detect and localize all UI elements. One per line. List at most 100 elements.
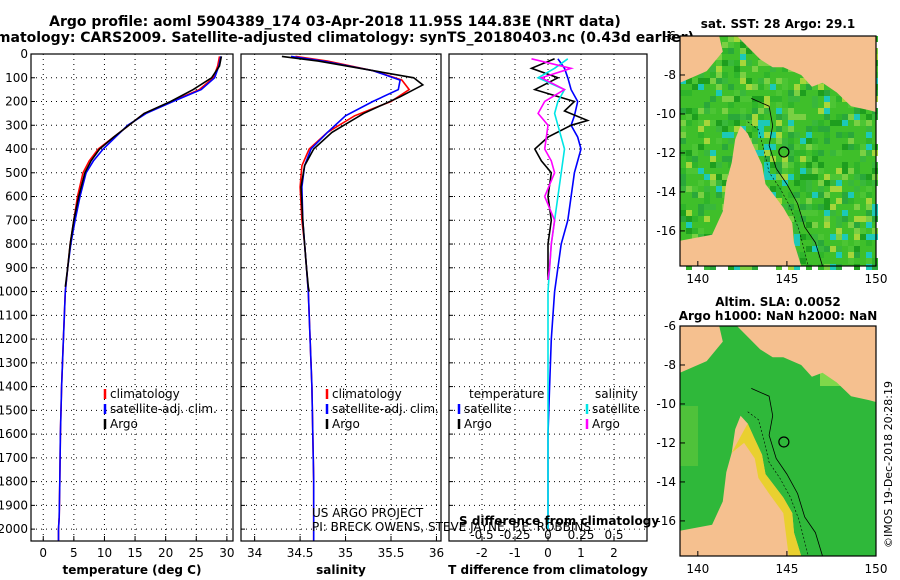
- sst-pixel: [860, 156, 866, 162]
- sst-pixel: [698, 78, 704, 84]
- sst-pixel: [770, 84, 776, 90]
- sst-pixel: [728, 36, 734, 42]
- sst-pixel: [692, 156, 698, 162]
- legend-label: Argo: [592, 417, 620, 431]
- series-satellite-adj.-clim.: [290, 55, 402, 541]
- float-location-marker: [778, 146, 790, 158]
- sst-pixel: [746, 60, 752, 66]
- sst-pixel: [698, 180, 704, 186]
- sst-pixel: [860, 150, 866, 156]
- sst-pixel: [866, 216, 872, 222]
- sst-pixel: [860, 144, 866, 150]
- sst-pixel: [686, 150, 692, 156]
- sst-pixel: [758, 132, 764, 138]
- sst-pixel: [722, 126, 728, 132]
- sst-pixel: [836, 174, 842, 180]
- sst-pixel: [710, 150, 716, 156]
- sst-pixel: [686, 186, 692, 192]
- x2-tick-label: -0.25: [499, 528, 530, 542]
- sst-pixel: [830, 204, 836, 210]
- sst-pixel: [830, 234, 836, 240]
- series-temperature-satellite: [547, 58, 582, 530]
- sst-pixel: [716, 186, 722, 192]
- sst-pixel: [800, 114, 806, 120]
- sst-pixel: [872, 180, 878, 186]
- sst-pixel: [680, 180, 686, 186]
- sst-pixel: [728, 114, 734, 120]
- sst-pixel: [806, 144, 812, 150]
- sst-pixel: [740, 60, 746, 66]
- sst-pixel: [842, 192, 848, 198]
- sst-pixel: [752, 84, 758, 90]
- sst-pixel: [746, 48, 752, 54]
- sst-pixel: [782, 174, 788, 180]
- map-title: sat. SST: 28 Argo: 29.1: [701, 17, 855, 31]
- sst-pixel: [848, 222, 854, 228]
- sst-pixel: [848, 138, 854, 144]
- sst-pixel: [836, 150, 842, 156]
- x-axis-label: temperature (deg C): [63, 563, 202, 577]
- map-y-tick-label: -14: [656, 185, 676, 199]
- legend-heading-temperature: temperature: [469, 387, 544, 401]
- sst-pixel: [836, 186, 842, 192]
- x-tick-label: 36: [429, 546, 444, 560]
- sst-pixel: [872, 264, 878, 270]
- sst-pixel: [848, 246, 854, 252]
- sst-pixel: [812, 240, 818, 246]
- sst-pixel: [698, 144, 704, 150]
- sst-pixel: [740, 108, 746, 114]
- sst-pixel: [740, 96, 746, 102]
- sst-pixel: [800, 204, 806, 210]
- sst-pixel: [824, 102, 830, 108]
- sst-pixel: [824, 90, 830, 96]
- sst-pixel: [698, 120, 704, 126]
- sst-pixel: [722, 180, 728, 186]
- sst-pixel: [836, 264, 842, 270]
- sst-pixel: [854, 144, 860, 150]
- sst-pixel: [764, 150, 770, 156]
- sst-pixel: [854, 228, 860, 234]
- sst-pixel: [818, 252, 824, 258]
- sst-pixel: [740, 78, 746, 84]
- sst-pixel: [782, 66, 788, 72]
- sst-pixel: [740, 114, 746, 120]
- sst-pixel: [854, 222, 860, 228]
- sst-pixel: [800, 168, 806, 174]
- sst-pixel: [782, 126, 788, 132]
- sst-pixel: [788, 156, 794, 162]
- sst-pixel: [686, 90, 692, 96]
- sst-pixel: [686, 108, 692, 114]
- sst-pixel: [716, 120, 722, 126]
- x-axis-label: salinity: [316, 563, 366, 577]
- sst-pixel: [680, 204, 686, 210]
- sst-pixel: [824, 192, 830, 198]
- sst-pixel: [794, 132, 800, 138]
- depth-tick-label: 500: [5, 166, 28, 180]
- sst-pixel: [812, 84, 818, 90]
- sst-pixel: [872, 114, 878, 120]
- sst-pixel: [782, 84, 788, 90]
- sst-pixel: [764, 156, 770, 162]
- x-tick-label: -1: [509, 546, 521, 560]
- sst-pixel: [734, 120, 740, 126]
- sst-pixel: [818, 186, 824, 192]
- sst-pixel: [794, 216, 800, 222]
- depth-tick-label: 0: [20, 47, 28, 61]
- sst-pixel: [752, 264, 758, 270]
- sst-pixel: [722, 108, 728, 114]
- sst-pixel: [794, 162, 800, 168]
- sst-pixel: [800, 216, 806, 222]
- sst-pixel: [776, 96, 782, 102]
- credit-line1: US ARGO PROJECT: [312, 506, 424, 520]
- sst-pixel: [794, 192, 800, 198]
- sla-map-panel: 140 145 150 -6 -8 -10 -12 -14 -16 Altim. SLA: 0.0…: [656, 295, 887, 576]
- sst-pixel: [812, 120, 818, 126]
- depth-tick-label: 200: [5, 95, 28, 109]
- sst-pixel: [836, 198, 842, 204]
- sst-pixel: [728, 138, 734, 144]
- sst-pixel: [794, 264, 800, 270]
- sst-pixel: [746, 84, 752, 90]
- map-y-tick-label: -12: [656, 146, 676, 160]
- sst-pixel: [752, 120, 758, 126]
- sst-pixel: [866, 126, 872, 132]
